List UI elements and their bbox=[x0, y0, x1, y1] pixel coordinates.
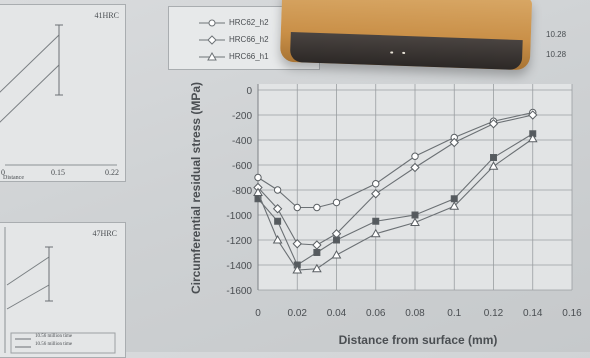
data-point bbox=[274, 217, 282, 225]
chart-x-axis-label: Distance from surface (mm) bbox=[339, 333, 498, 347]
left-top-xtick-2: 0.22 bbox=[105, 168, 119, 177]
left-top-plot: 41HRC 0 0.15 0.22 Distance bbox=[0, 4, 126, 182]
data-point bbox=[450, 195, 458, 203]
series-line bbox=[257, 133, 534, 266]
x-tick-label: 0.02 bbox=[288, 308, 308, 319]
data-point bbox=[372, 217, 380, 225]
data-point bbox=[410, 162, 420, 173]
ceiling-projector bbox=[279, 0, 533, 71]
data-point bbox=[527, 133, 538, 143]
data-point bbox=[293, 203, 301, 212]
data-point bbox=[411, 152, 419, 160]
projector-led bbox=[402, 51, 406, 54]
data-point bbox=[370, 228, 381, 238]
data-point bbox=[312, 263, 322, 273]
data-point bbox=[411, 211, 419, 219]
data-point bbox=[371, 189, 381, 199]
legend-label-1: HRC62_h2 bbox=[229, 18, 269, 27]
data-point bbox=[488, 161, 499, 170]
left-top-xtick-1: 0.15 bbox=[51, 168, 65, 177]
x-tick-label: 0.08 bbox=[405, 308, 425, 319]
x-tick-label: 0.12 bbox=[484, 308, 504, 319]
data-point bbox=[490, 154, 497, 161]
data-point bbox=[313, 249, 321, 256]
data-point bbox=[273, 186, 282, 194]
y-tick-label: -200 bbox=[232, 111, 252, 122]
data-point bbox=[313, 203, 321, 212]
y-tick-label: -800 bbox=[232, 186, 252, 197]
y-tick-label: -1400 bbox=[226, 261, 252, 272]
data-point bbox=[253, 187, 263, 196]
data-point bbox=[332, 198, 341, 207]
x-tick-label: 0.1 bbox=[447, 308, 461, 319]
data-point bbox=[449, 137, 459, 148]
legend-side-label-2: 10.28 bbox=[546, 50, 567, 59]
x-tick-label: 0 bbox=[255, 308, 261, 319]
data-point bbox=[410, 217, 420, 226]
legend-diamond-marker bbox=[207, 35, 217, 45]
legend-circle-marker bbox=[208, 19, 216, 27]
left-bottom-plot-title: 47HRC bbox=[92, 229, 117, 238]
y-tick-label: -1200 bbox=[226, 236, 252, 247]
series-line bbox=[257, 114, 533, 246]
y-tick-label: -1000 bbox=[226, 211, 252, 222]
series-line bbox=[257, 111, 533, 209]
data-point bbox=[331, 249, 342, 259]
chart-y-axis-label: Circumferential residual stress (MPa) bbox=[189, 82, 203, 294]
y-tick-label: -1600 bbox=[226, 286, 252, 297]
series-line bbox=[257, 138, 534, 271]
left-top-xcaption: Distance bbox=[3, 175, 24, 181]
x-tick-label: 0.06 bbox=[366, 308, 386, 319]
legend-side-label-1: 10.28 bbox=[546, 30, 567, 39]
legend-label-3: HRC66_h1 bbox=[229, 52, 269, 61]
y-tick-label: -400 bbox=[232, 136, 252, 147]
left-top-xtick-0: 0 bbox=[1, 168, 5, 177]
legend-triangle-marker bbox=[207, 51, 217, 61]
left-top-plot-lines bbox=[0, 24, 117, 166]
data-point bbox=[292, 239, 302, 249]
data-point bbox=[488, 119, 499, 129]
data-point bbox=[254, 173, 262, 182]
x-tick-label: 0.04 bbox=[327, 308, 347, 319]
x-tick-label: 0.16 bbox=[562, 308, 582, 319]
data-point bbox=[372, 180, 380, 188]
data-point bbox=[528, 110, 538, 120]
data-point bbox=[449, 201, 460, 210]
left-top-plot-title: 41HRC bbox=[94, 11, 119, 20]
legend-label-2: HRC66_h2 bbox=[229, 35, 269, 44]
y-tick-label: 0 bbox=[246, 86, 252, 97]
chart-legend-markers bbox=[199, 19, 225, 61]
projector-led bbox=[390, 51, 394, 54]
left-bottom-legend-1: 10.56 million time bbox=[35, 334, 73, 339]
y-tick-label: -600 bbox=[232, 161, 252, 172]
data-point bbox=[272, 204, 283, 214]
data-point bbox=[333, 236, 340, 244]
left-bottom-plot: 47HRC 10.56 million time 10.56 million t… bbox=[0, 222, 126, 358]
x-tick-label: 0.14 bbox=[523, 308, 543, 319]
left-bottom-legend-2: 10.56 million time bbox=[35, 342, 73, 347]
data-point bbox=[292, 264, 303, 274]
data-point bbox=[272, 234, 283, 244]
